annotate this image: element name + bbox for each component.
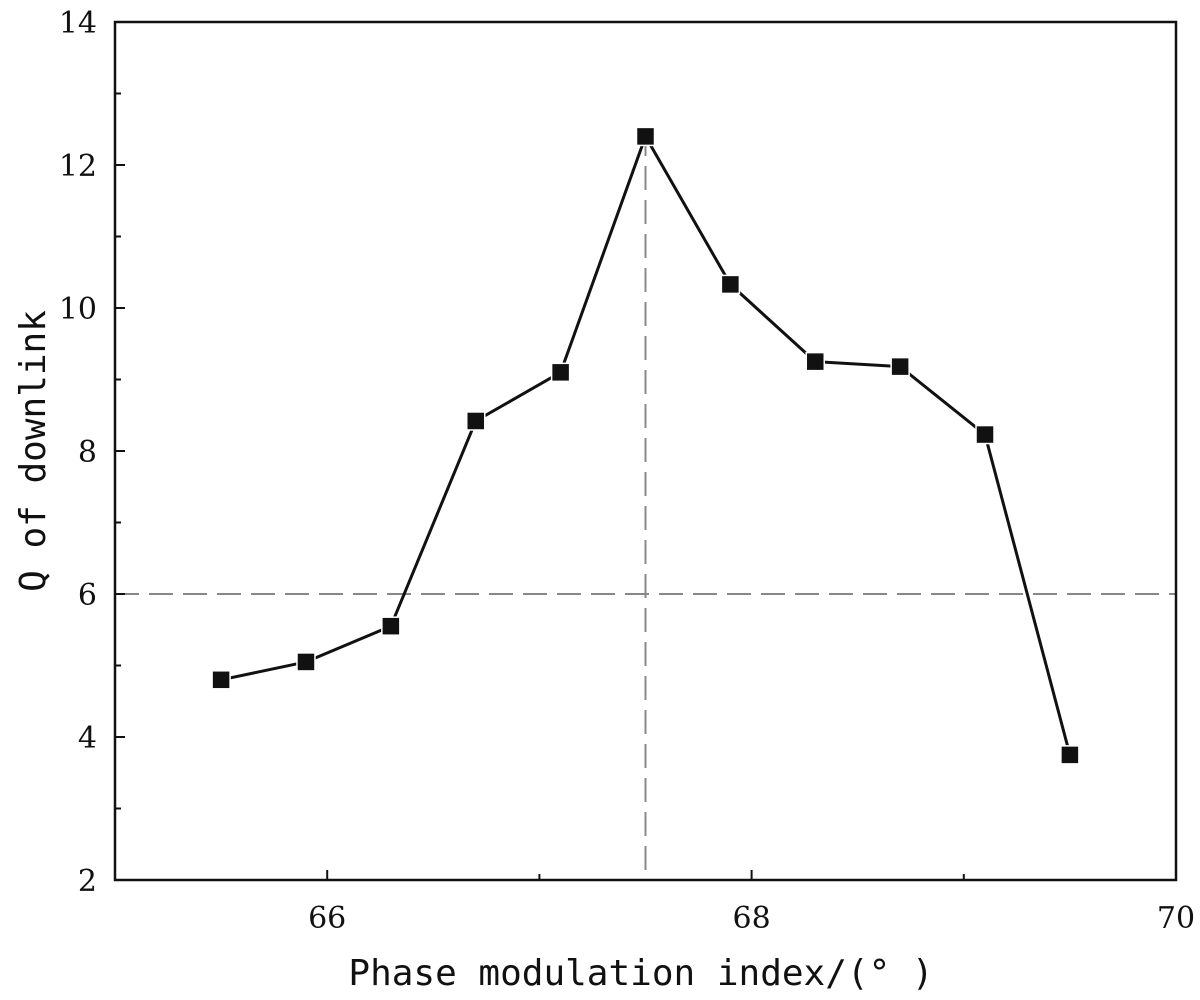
data-point (720, 274, 741, 295)
data-point (1060, 745, 1080, 765)
data-point (465, 411, 486, 431)
y-tick-label: 12 (59, 149, 97, 184)
data-point (975, 424, 995, 445)
x-tick-label: 70 (1157, 901, 1195, 936)
y-tick-label: 10 (59, 292, 97, 327)
y-tick-label: 8 (78, 435, 97, 470)
y-tick-label: 6 (78, 578, 97, 613)
y-tick-label: 2 (78, 864, 97, 899)
y-tick-label: 14 (59, 6, 97, 41)
data-point (890, 356, 910, 377)
x-axis-title: Phase modulation index/(° ) (348, 953, 933, 994)
data-point (550, 362, 571, 383)
x-tick-label: 66 (308, 901, 346, 936)
y-axis-title: Q of downlink (13, 310, 54, 592)
series-layer (211, 126, 1080, 765)
data-point (635, 126, 656, 147)
y-tick-label: 4 (78, 721, 97, 756)
data-point (805, 351, 826, 372)
data-point (296, 652, 316, 672)
x-tick-label: 68 (733, 901, 771, 936)
reference-lines (115, 136, 1176, 870)
data-point (381, 616, 401, 636)
data-point (211, 670, 231, 690)
